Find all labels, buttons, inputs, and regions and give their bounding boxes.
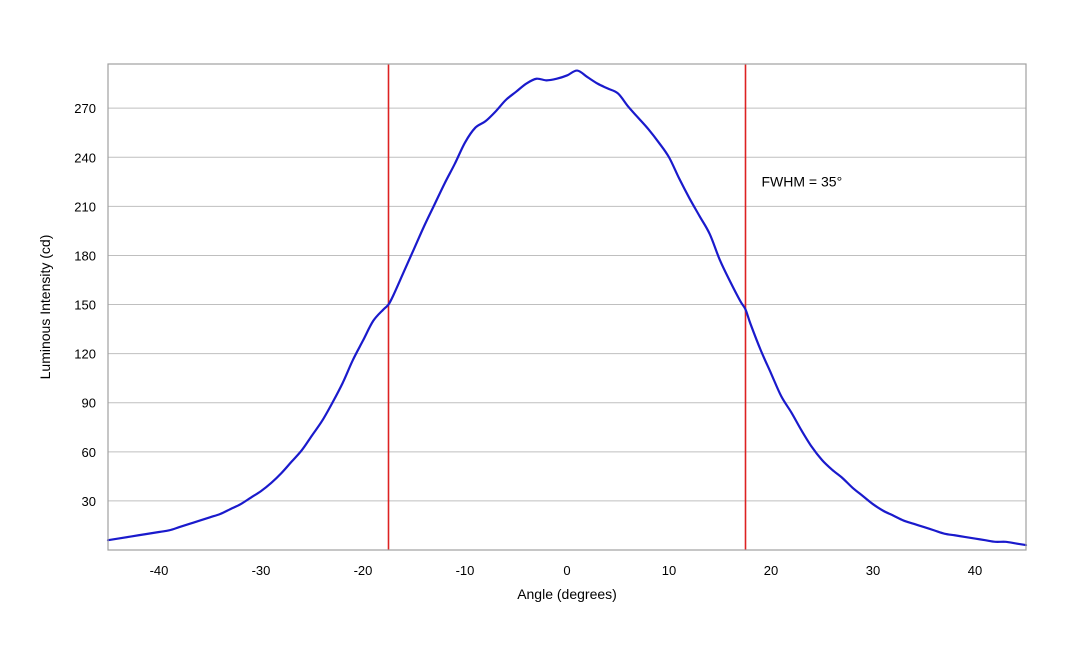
- x-tick-label-10: 10: [662, 563, 676, 578]
- y-tick-label-90: 90: [82, 396, 96, 411]
- x-tick-label-0: 0: [563, 563, 570, 578]
- y-tick-label-180: 180: [74, 248, 96, 263]
- fwhm-annotation: FWHM = 35°: [762, 174, 843, 190]
- x-tick-label--40: -40: [150, 563, 169, 578]
- y-tick-label-120: 120: [74, 347, 96, 362]
- y-tick-label-30: 30: [82, 494, 96, 509]
- y-axis-title: Luminous Intensity (cd): [37, 235, 53, 380]
- x-tick-label-30: 30: [866, 563, 880, 578]
- y-tick-labels: 30 60 90 120 150 180 210 240 270: [74, 101, 96, 509]
- fwhm-markers: [387, 64, 747, 550]
- y-tick-label-270: 270: [74, 101, 96, 116]
- plot-frame: [107, 63, 1027, 551]
- y-tick-label-240: 240: [74, 150, 96, 165]
- series-line: [106, 69, 1028, 547]
- x-tick-labels: -40 -30 -20 -10 0 10 20 30 40: [150, 563, 983, 578]
- x-tick-label--30: -30: [252, 563, 271, 578]
- y-tick-label-60: 60: [82, 445, 96, 460]
- x-tick-label-20: 20: [764, 563, 778, 578]
- y-tick-label-210: 210: [74, 199, 96, 214]
- x-tick-label--20: -20: [354, 563, 373, 578]
- x-tick-label-40: 40: [968, 563, 982, 578]
- grid: [108, 107, 1026, 502]
- y-tick-label-150: 150: [74, 298, 96, 313]
- x-tick-label--10: -10: [456, 563, 475, 578]
- x-axis-title: Angle (degrees): [517, 586, 617, 602]
